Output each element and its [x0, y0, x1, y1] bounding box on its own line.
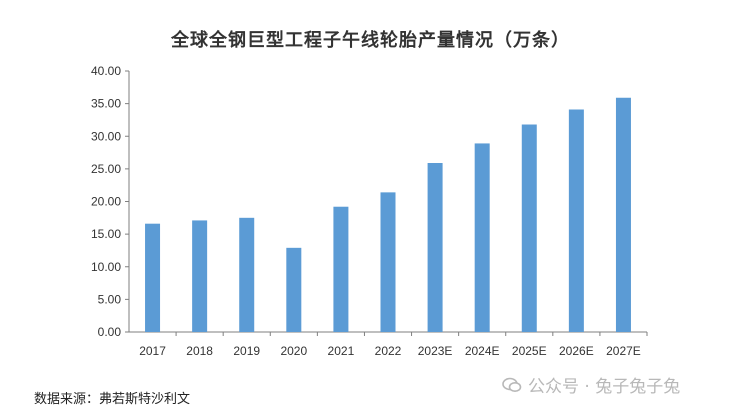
chart-title: 全球全钢巨型工程子午线轮胎产量情况（万条） — [171, 30, 570, 51]
wechat-icon — [502, 377, 522, 392]
y-tick-label: 35.00 — [91, 97, 121, 111]
bar-2018 — [192, 220, 208, 332]
x-tick-label: 2026E — [559, 344, 594, 358]
y-tick-label: 15.00 — [91, 227, 121, 241]
x-tick-label: 2022 — [375, 344, 402, 358]
bar-2020 — [286, 247, 302, 332]
bar-2019 — [239, 217, 255, 332]
bar-2027E — [615, 97, 631, 332]
bar-2025E — [521, 124, 537, 332]
x-tick-label: 2020 — [280, 344, 307, 358]
x-tick-label: 2019 — [233, 344, 260, 358]
y-tick-label: 0.00 — [98, 325, 122, 339]
x-tick-label: 2025E — [512, 344, 547, 358]
bar-2026E — [568, 109, 584, 332]
data-source-note: 数据来源：弗若斯特沙利文 — [34, 392, 191, 407]
y-tick-label: 30.00 — [91, 129, 121, 143]
y-tick-labels: 0.00 5.00 10.00 15.00 20.00 25.00 30.00 35.00 40… — [91, 64, 129, 339]
y-tick-label: 5.00 — [98, 292, 122, 306]
x-tick-label: 2018 — [186, 344, 213, 358]
watermark: 公众号 · 兔子兔子兔 — [502, 372, 680, 397]
x-tick-label: 2024E — [465, 344, 500, 358]
x-tick-labels: 2017 2018 2019 2020 2021 2022 2023E 2024E 2025E 2… — [139, 332, 648, 358]
watermark-text: 公众号 · 兔子兔子兔 — [528, 377, 681, 397]
y-tick-label: 40.00 — [91, 64, 121, 78]
x-tick-label: 2017 — [139, 344, 166, 358]
y-tick-label: 25.00 — [91, 162, 121, 176]
bar-2022 — [380, 192, 396, 332]
bar-2023E — [427, 163, 443, 332]
bar-2017 — [145, 223, 161, 332]
chart-bars — [145, 97, 631, 332]
x-tick-label: 2023E — [418, 344, 453, 358]
y-tick-label: 10.00 — [91, 260, 121, 274]
bar-2021 — [333, 206, 349, 332]
x-tick-label: 2027E — [606, 344, 641, 358]
bar-2024E — [474, 143, 490, 332]
y-tick-label: 20.00 — [91, 195, 121, 209]
x-tick-label: 2021 — [328, 344, 355, 358]
